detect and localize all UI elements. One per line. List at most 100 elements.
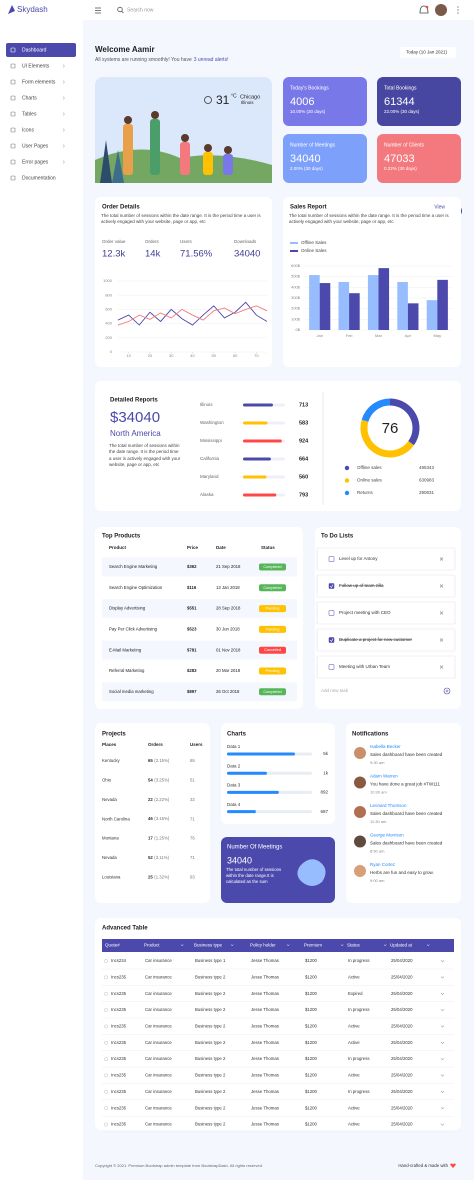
row-select[interactable] [104,1073,108,1078]
table-cell: $1200 [305,1073,318,1078]
expand-icon[interactable] [440,1009,445,1012]
table-cell: In progress [348,1056,370,1061]
expand-icon[interactable] [440,1025,445,1028]
bell-icon[interactable] [419,5,429,14]
menu-item[interactable]: Icons [22,127,34,133]
expand-icon[interactable] [440,1107,445,1110]
table-cell: Car insurance [145,1122,172,1127]
checkbox[interactable] [328,556,335,562]
row-select[interactable] [104,959,108,963]
alerts-link[interactable]: 3 unread alerts! [194,57,229,63]
menu-item[interactable]: Documentation [22,175,56,181]
menu-item[interactable]: User Pages [22,143,49,149]
menu-item[interactable]: Charts [22,95,37,101]
table-cell: Car insurance [145,991,172,996]
table-header[interactable]: Policy holder [250,943,276,948]
table-header[interactable]: Quote# [105,943,120,948]
figure-body [203,152,213,175]
bar [426,300,438,330]
table-cell: Jesse Thomas [251,1040,279,1045]
notification-name[interactable]: Adam Warren [370,774,398,779]
card-title: Projects [102,732,126,738]
row-select[interactable] [104,1090,108,1094]
table-header[interactable]: Updated at [390,943,413,948]
table-cell: In progress [348,1007,370,1012]
row-select[interactable] [104,1057,108,1061]
menu-item[interactable]: UI Elements [22,63,50,69]
table-header: Orders [148,742,163,747]
menu-toggle[interactable] [95,7,101,14]
remove-icon[interactable] [439,584,444,588]
bell-badge [425,5,429,9]
expand-icon[interactable] [440,976,445,979]
add-button[interactable] [443,687,451,695]
paragraph: The total number of sessions within the … [101,213,261,224]
expand-icon[interactable] [440,1123,445,1126]
table-cell: Active [348,1040,360,1045]
table-cell: Car insurance [145,1105,172,1110]
table-cell: $781 [187,647,197,652]
remove-icon[interactable] [439,557,444,561]
stat-change: 10.00% (30 days) [290,109,326,114]
stat-card [283,77,367,126]
row-select[interactable] [104,1106,108,1110]
bar [319,283,331,330]
notification-avatar [354,776,366,789]
menu-item[interactable]: Form elements [22,79,56,85]
stat-value: 47033 [384,153,415,165]
stat-label: Today's Bookings [290,85,329,91]
table-header[interactable]: Business type [194,943,223,948]
notification-name[interactable]: Isabella Becker [370,744,401,749]
expand-icon[interactable] [440,992,445,995]
menu-item[interactable]: Tables [22,111,37,117]
table-cell: $523 [187,627,197,632]
table-cell: 26 Oct 2018 [216,689,240,694]
more-icon[interactable] [457,6,459,14]
row-select[interactable] [104,1024,108,1029]
notification-name[interactable]: Leonard Thomson [370,803,407,808]
checkbox[interactable] [328,664,335,670]
search-input[interactable]: Search now [127,7,154,13]
row-select[interactable] [104,1122,108,1127]
remove-icon[interactable] [439,611,444,615]
remove-icon[interactable] [439,638,444,642]
tree [112,150,124,183]
temperature: 31 [216,93,230,107]
stat-label: Orders [145,239,160,244]
avatar[interactable] [435,4,447,16]
todo-item [316,601,456,625]
date-button[interactable] [400,47,456,58]
row-select[interactable] [104,975,108,980]
row-select[interactable] [104,1040,108,1045]
expand-icon[interactable] [440,960,445,963]
card-title: To Do Lists [321,534,354,540]
todo-item [316,547,456,571]
menu-item[interactable]: Dashboard [22,47,47,53]
card [346,723,461,903]
orders-percent: (3.25%) [154,778,170,783]
notification-name[interactable]: George Morrison [370,833,404,838]
add-task-input[interactable]: Add new task [321,688,349,693]
progress-bar [227,810,256,814]
notification-name[interactable]: Ryan Cortez [370,862,396,867]
table-cell: 25/04/2020 [391,1122,413,1127]
bar [407,303,419,330]
row-select[interactable] [104,1008,108,1012]
orders-count: 22 [148,797,153,802]
table-header[interactable]: Status [347,943,361,948]
remove-icon[interactable] [439,665,444,669]
expand-icon[interactable] [440,1074,445,1077]
expand-icon[interactable] [440,1041,445,1044]
checkbox[interactable] [328,610,335,616]
bar-value: 664 [299,456,309,462]
progress-bar [227,752,295,756]
stat-value: 34040 [234,249,260,260]
expand-icon[interactable] [440,1058,445,1061]
view-link[interactable]: View [434,204,445,210]
table-header[interactable]: Premium [304,943,322,948]
expand-icon[interactable] [440,1090,445,1093]
row-select[interactable] [104,991,108,996]
menu-item[interactable]: Error pages [22,159,49,165]
y-tick-label: 400$ [291,284,301,289]
table-header[interactable]: Product [144,943,160,948]
